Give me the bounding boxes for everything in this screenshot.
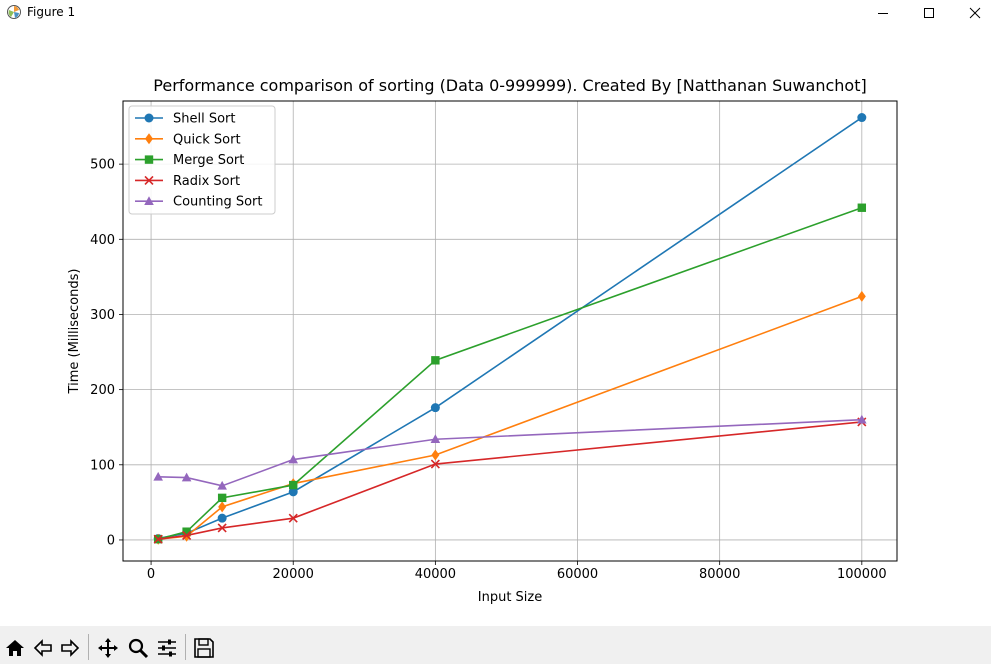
x-tick-label: 0 (147, 567, 155, 582)
legend-label: Counting Sort (173, 195, 263, 210)
data-point-merge-sort (289, 480, 298, 490)
legend-marker (145, 133, 153, 145)
back-icon (33, 639, 52, 657)
data-point-counting-sort (288, 454, 299, 464)
axis-ticks: 0 20000 40000 60000 80000 100000 0 100 200 300 400… (90, 158, 886, 582)
maximize-icon (924, 8, 934, 18)
data-point-shell-sort (288, 487, 298, 497)
series-merge-sort (153, 203, 867, 544)
y-tick-label: 0 (107, 533, 115, 548)
toolbar-separator (185, 634, 186, 660)
plot-area (122, 100, 898, 562)
configure-subplots-button[interactable] (154, 635, 180, 661)
navigation-toolbar (0, 626, 991, 664)
x-axis-label: Input Size (478, 590, 542, 605)
data-point-radix-sort (182, 530, 192, 541)
data-point-merge-sort (217, 493, 227, 503)
data-point-merge-sort (182, 527, 191, 536)
x-tick-label: 20000 (273, 567, 314, 582)
legend-marker (144, 196, 154, 205)
home-icon (6, 640, 24, 656)
home-button[interactable] (2, 635, 28, 661)
legend-marker (144, 113, 154, 123)
series-line-radix-sort (158, 421, 862, 540)
chart-title: Performance comparison of sorting (Data … (153, 76, 866, 95)
data-point-quick-sort (431, 449, 440, 461)
maximize-button[interactable] (906, 0, 952, 26)
minimize-button[interactable] (860, 0, 906, 26)
data-point-shell-sort (857, 113, 867, 123)
zoom-icon (128, 638, 149, 659)
legend: Shell Sort Quick Sort Merge Sort Radix Sort… (128, 105, 276, 215)
toolbar-separator (88, 634, 89, 660)
series-counting-sort (153, 414, 867, 490)
legend-entry-merge-sort: Merge Sort (135, 153, 244, 168)
x-tick-label: 60000 (557, 567, 598, 582)
x-tick-label: 80000 (699, 567, 740, 582)
legend-marker (144, 175, 154, 185)
zoom-button[interactable] (125, 635, 151, 661)
legend-entry-shell-sort: Shell Sort (135, 112, 236, 127)
legend-entry-quick-sort: Quick Sort (135, 132, 241, 147)
forward-icon (61, 639, 80, 657)
matplotlib-logo-icon (7, 5, 21, 19)
data-point-counting-sort (153, 471, 163, 481)
data-point-radix-sort (153, 534, 163, 544)
y-tick-label: 500 (90, 158, 115, 173)
data-point-radix-sort (217, 523, 227, 533)
data-point-quick-sort (857, 290, 866, 302)
y-tick-label: 100 (90, 458, 115, 473)
data-point-shell-sort (217, 513, 227, 523)
pan-icon (98, 638, 118, 658)
minimize-icon (878, 13, 888, 14)
legend-label: Shell Sort (173, 112, 236, 127)
series-line-counting-sort (158, 418, 862, 487)
series-radix-sort (153, 417, 867, 544)
legend-box (128, 105, 276, 215)
data-point-counting-sort (430, 434, 441, 444)
legend-entry-radix-sort: Radix Sort (135, 174, 240, 189)
window-title: Figure 1 (27, 5, 76, 19)
series-quick-sort (154, 290, 866, 545)
series-line-merge-sort (157, 206, 863, 540)
data-point-merge-sort (857, 203, 867, 212)
y-tick-label: 300 (90, 308, 115, 323)
data-point-radix-sort (430, 459, 440, 469)
data-point-counting-sort (217, 480, 227, 490)
y-tick-label: 400 (90, 233, 115, 248)
pan-button[interactable] (95, 635, 121, 661)
data-point-radix-sort (288, 513, 298, 523)
figure-canvas[interactable]: 0 20000 40000 60000 80000 100000 0 100 200 300 400… (0, 26, 991, 626)
data-point-counting-sort (857, 414, 867, 424)
line-chart: 0 20000 40000 60000 80000 100000 0 100 200 300 400… (67, 76, 898, 605)
back-button[interactable] (30, 635, 56, 661)
legend-label: Quick Sort (173, 132, 241, 147)
x-tick-label: 100000 (837, 567, 887, 582)
x-tick-label: 40000 (415, 567, 456, 582)
legend-marker (144, 155, 154, 164)
y-axis-label: Time (Milliseconds) (67, 269, 82, 395)
save-button[interactable] (191, 635, 217, 661)
close-icon (969, 7, 981, 19)
legend-label: Merge Sort (173, 153, 244, 168)
close-button[interactable] (952, 0, 991, 26)
data-point-shell-sort (430, 403, 440, 413)
series-line-shell-sort (158, 116, 863, 540)
configure-subplots-icon (158, 639, 176, 657)
data-point-quick-sort (218, 501, 227, 513)
y-tick-label: 200 (90, 383, 115, 398)
legend-entry-counting-sort: Counting Sort (135, 195, 263, 210)
save-icon (194, 638, 214, 658)
data-point-counting-sort (181, 472, 192, 482)
data-point-merge-sort (431, 356, 440, 365)
forward-button[interactable] (57, 635, 83, 661)
window-titlebar: Figure 1 (0, 0, 991, 26)
series-lines (153, 113, 867, 545)
legend-label: Radix Sort (173, 174, 240, 189)
